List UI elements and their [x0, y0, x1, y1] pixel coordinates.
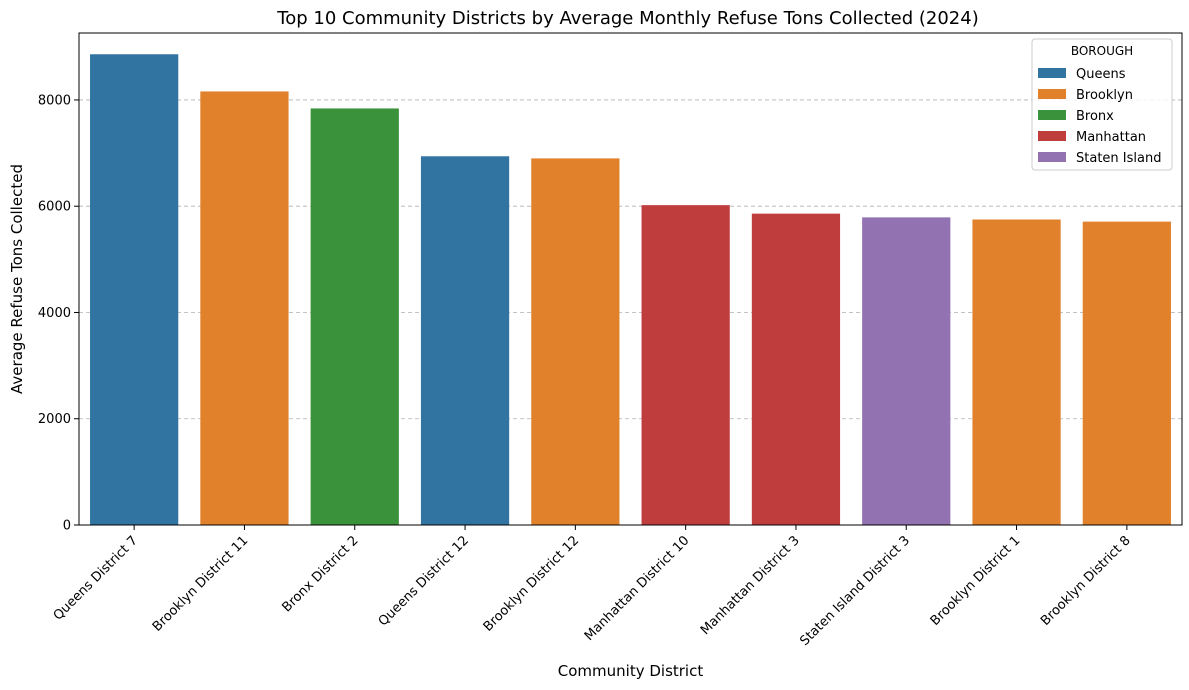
x-axis-title: Community District [558, 662, 704, 680]
legend-label: Queens [1076, 67, 1126, 82]
legend-swatch [1038, 152, 1066, 162]
legend: BOROUGH Queens Brooklyn Bronx Manhattan State… [1031, 38, 1173, 171]
legend-swatch [1038, 110, 1066, 120]
chart-title: Top 10 Community Districts by Average Mo… [276, 8, 978, 29]
bar [200, 91, 289, 526]
y-tick-label: 0 [63, 519, 71, 534]
x-tick-label: Brooklyn District 1 [928, 533, 1024, 629]
x-tick-label: Brooklyn District 12 [481, 533, 582, 634]
y-tick-label: 6000 [38, 200, 71, 215]
y-tick-label: 8000 [38, 93, 71, 108]
legend-swatch [1038, 68, 1066, 78]
bar [1082, 221, 1171, 525]
bar [972, 219, 1061, 526]
bar [531, 158, 620, 525]
x-tick-label: Manhattan District 3 [698, 533, 803, 638]
bar [862, 217, 951, 525]
legend-label: Brooklyn [1076, 88, 1133, 103]
y-axis: 0 2000 4000 6000 8000 [38, 93, 79, 534]
x-axis: Queens District 7 Brooklyn District 11 Bro… [51, 525, 1134, 649]
x-tick-label: Brooklyn District 11 [150, 533, 251, 634]
x-tick-label: Manhattan District 10 [582, 533, 693, 644]
y-tick-label: 2000 [38, 412, 71, 427]
x-tick-label: Staten Island District 3 [797, 533, 913, 649]
x-tick-label: Queens District 7 [51, 533, 141, 623]
legend-title: BOROUGH [1071, 44, 1133, 58]
bar [641, 205, 730, 526]
plot-frame [78, 32, 1183, 526]
legend-box [1031, 38, 1173, 171]
bar [90, 54, 179, 526]
bars [90, 54, 1171, 526]
x-tick-label: Brooklyn District 8 [1038, 533, 1134, 629]
legend-label: Manhattan [1076, 130, 1146, 145]
legend-label: Bronx [1076, 109, 1114, 124]
bar [420, 156, 510, 525]
bar [751, 213, 841, 525]
y-axis-title: Average Refuse Tons Collected [8, 164, 26, 394]
x-tick-label: Queens District 12 [376, 533, 472, 629]
legend-swatch [1038, 89, 1066, 99]
legend-label: Staten Island [1076, 151, 1161, 166]
y-tick-label: 4000 [38, 306, 71, 321]
legend-swatch [1038, 131, 1066, 141]
x-tick-label: Bronx District 2 [279, 533, 361, 615]
bar [310, 108, 399, 525]
